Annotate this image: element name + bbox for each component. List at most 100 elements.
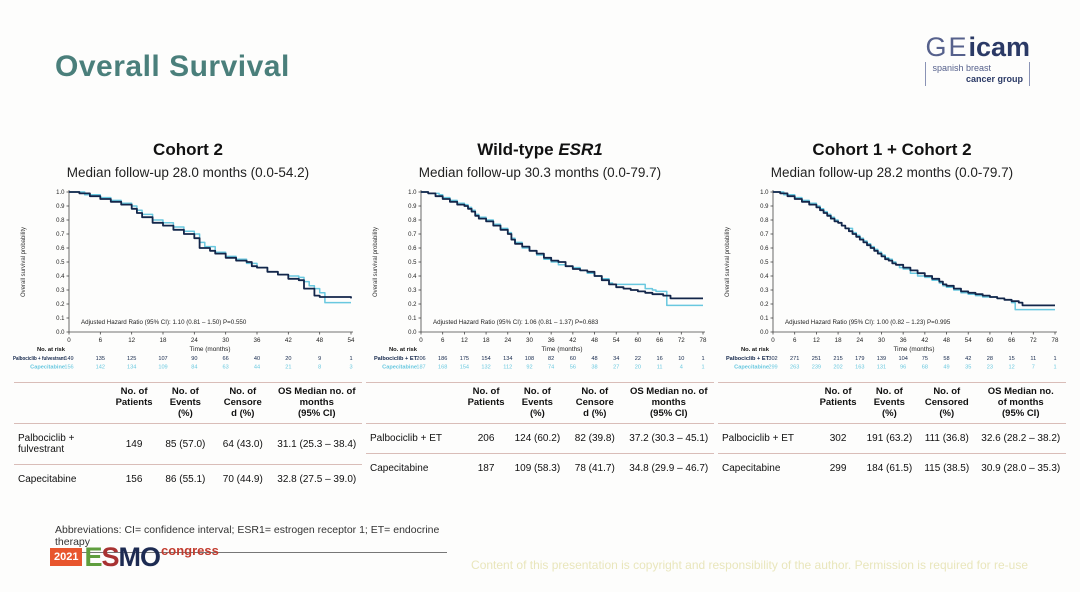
risk-value: 131 — [877, 365, 886, 371]
risk-value: 4 — [680, 365, 683, 371]
summary-cell: 32.6 (28.2 – 38.2) — [981, 433, 1061, 444]
risk-value: 60 — [570, 356, 576, 362]
summary-col-header: No. of Censored (%) — [924, 386, 969, 419]
km-plot-wildtype-esr1: 1.00.90.80.70.60.50.40.30.20.10.00 6 12 18 2… — [373, 190, 707, 371]
summary-row: Palbociclib + ET 206 124 (60.2) 82 (39.8) 37… — [366, 423, 714, 454]
y-tick-label: 0.9 — [408, 204, 417, 210]
risk-value: 109 — [158, 365, 167, 371]
summary-col-header: OS Median no. of months (95% CI) — [987, 386, 1054, 419]
page-title: Overall Survival — [55, 50, 290, 83]
y-tick-label: 0.9 — [760, 204, 769, 210]
x-tick-label: 78 — [1052, 337, 1059, 344]
geicam-wordmark: GEicam — [925, 32, 1030, 62]
y-tick-label: 0.0 — [408, 330, 417, 336]
summary-table-cohort2: No. of Patients No. of Events (%) No. of C… — [14, 382, 362, 494]
x-tick-label: 48 — [316, 337, 323, 344]
risk-value: 34 — [613, 356, 619, 362]
risk-value: 202 — [833, 365, 842, 371]
x-tick-label: 18 — [160, 337, 167, 344]
esmo-congress-logo: 2021 ESMO congress — [50, 542, 219, 572]
x-tick-label: 0 — [419, 337, 423, 344]
summary-col-header: No. of Events (%) — [169, 386, 201, 419]
x-tick-label: 72 — [678, 337, 685, 344]
x-tick-label: 36 — [254, 337, 261, 344]
y-tick-label: 0.3 — [760, 288, 769, 294]
summary-cell: 109 (58.3) — [514, 463, 561, 474]
y-tick-label: 0.5 — [56, 260, 65, 266]
x-tick-label: 42 — [921, 337, 928, 344]
risk-value: 90 — [191, 356, 197, 362]
summary-row: Capecitabine 299 184 (61.5) 115 (38.5) 30.9 … — [718, 453, 1066, 484]
risk-value: 149 — [64, 356, 73, 362]
x-tick-label: 60 — [986, 337, 993, 344]
risk-value: 20 — [635, 365, 641, 371]
summary-cell: 115 (38.5) — [924, 463, 970, 474]
x-tick-label: 36 — [900, 337, 907, 344]
risk-value: 35 — [965, 365, 971, 371]
treatment-label: Palbociclib + fulvestrant — [18, 433, 75, 455]
y-axis-label: Overall survival probability — [725, 227, 731, 297]
km-curve-capecitabine — [773, 191, 1055, 311]
risk-value: 154 — [460, 365, 469, 371]
chart-column-cohort2: Cohort 2 Median follow-up 28.0 months (0… — [12, 140, 364, 494]
y-tick-label: 0.6 — [760, 246, 769, 252]
y-tick-label: 0.7 — [760, 232, 769, 238]
summary-col-header: OS Median no. of months (95% CI) — [277, 386, 356, 419]
summary-cell: 187 — [477, 463, 495, 474]
chart-column-cohort1-2: Cohort 1 + Cohort 2 Median follow-up 28.… — [716, 140, 1068, 494]
km-curve-palbociclib — [421, 191, 703, 300]
risk-value: 82 — [548, 356, 554, 362]
summary-cell: 30.9 (28.0 – 35.3) — [981, 463, 1061, 474]
esmo-letter-o: O — [140, 542, 161, 572]
risk-value: 135 — [96, 356, 105, 362]
summary-row: Palbociclib + fulvestrant 149 85 (57.0) 64 … — [14, 423, 362, 465]
x-tick-label: 12 — [461, 337, 468, 344]
risk-row-label: Capecitabine — [382, 365, 417, 371]
summary-header-row: No. of Patients No. of Events (%) No. of C… — [14, 383, 362, 424]
risk-value: 28 — [987, 356, 993, 362]
copyright-notice: Content of this presentation is copyrigh… — [471, 558, 1028, 572]
risk-row-label: Palbociclib + fulvestrant — [13, 356, 65, 362]
risk-value: 96 — [900, 365, 906, 371]
risk-value: 104 — [898, 356, 907, 362]
summary-col-header: No. of Patients — [115, 386, 153, 408]
treatment-label: Capecitabine — [18, 474, 77, 485]
y-tick-label: 0.7 — [56, 232, 65, 238]
y-tick-label: 0.2 — [760, 302, 769, 308]
risk-value: 16 — [656, 356, 662, 362]
km-plot-cohort1-2: 1.0 0.9 0.8 0.7 0.6 0.5 0.4 0.3 0.2 0.1 0.00 6 12 18 2… — [725, 190, 1059, 371]
y-tick-label: 0.7 — [408, 232, 417, 238]
abbreviations-note: Abbreviations: CI= confidence interval; … — [55, 524, 447, 553]
geicam-ge-text: GE — [925, 32, 969, 62]
y-tick-label: 0.2 — [408, 302, 417, 308]
risk-value: 1 — [349, 356, 352, 362]
summary-cell: 149 — [125, 438, 143, 450]
chart-column-wildtype-esr1: Wild-type ESR1 Median follow-up 30.3 mon… — [364, 140, 716, 494]
chart-title: Cohort 1 + Cohort 2 — [812, 140, 971, 160]
summary-cell: 37.2 (30.3 – 45.1) — [629, 433, 709, 444]
risk-value: 27 — [613, 365, 619, 371]
risk-value: 49 — [943, 365, 949, 371]
risk-value: 125 — [127, 356, 136, 362]
geicam-logo: GEicam spanish breast cancer group — [925, 34, 1030, 86]
risk-value: 179 — [855, 356, 864, 362]
y-tick-label: 0.4 — [56, 274, 65, 280]
geicam-icam-text: icam — [968, 32, 1030, 62]
chart-subtitle: Median follow-up 30.3 months (0.0-79.7) — [418, 165, 662, 180]
x-tick-label: 6 — [99, 337, 103, 344]
summary-cell: 32.8 (27.5 – 39.0) — [277, 474, 357, 485]
risk-value: 1 — [701, 365, 704, 371]
risk-value: 21 — [285, 365, 291, 371]
esmo-letter-e: E — [84, 542, 102, 572]
y-tick-label: 0.1 — [56, 316, 65, 322]
summary-cell: 302 — [829, 433, 847, 444]
x-tick-label: 42 — [569, 337, 576, 344]
summary-col-header: No. of Censore d (%) — [575, 386, 614, 419]
summary-cell: 86 (55.1) — [165, 474, 206, 485]
x-tick-label: 12 — [813, 337, 820, 344]
summary-cell: 156 — [125, 474, 143, 485]
risk-value: 186 — [438, 356, 447, 362]
summary-col-header: OS Median no. of months (95% CI) — [629, 386, 708, 419]
y-tick-label: 0.5 — [760, 260, 769, 266]
x-tick-label: 48 — [943, 337, 950, 344]
